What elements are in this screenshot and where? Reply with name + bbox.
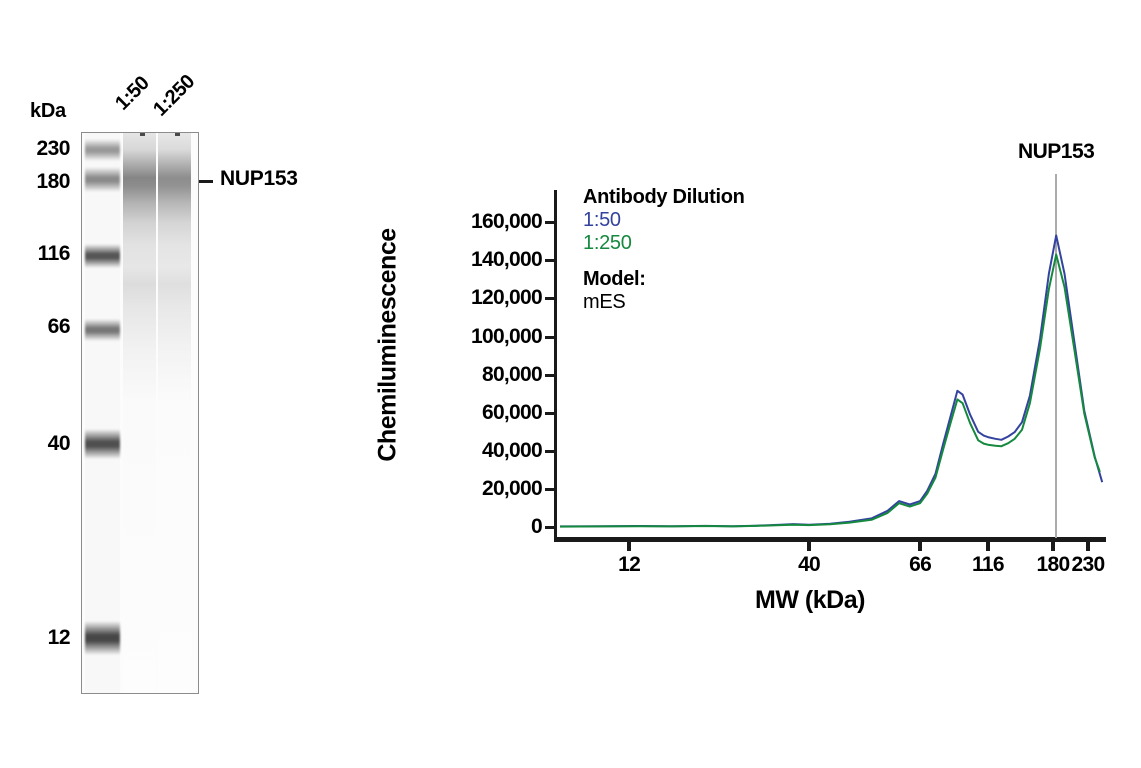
sample-lane-1-250	[158, 133, 191, 693]
x-tick-label: 116	[972, 553, 1004, 576]
legend-entry-1-250: 1:250	[583, 232, 632, 254]
y-tick-mark	[545, 449, 556, 453]
mw-marker-label-66: 66	[47, 315, 71, 338]
ladder-band-230	[85, 139, 120, 161]
x-tick-mark	[627, 542, 632, 551]
ladder-band-66	[85, 319, 120, 341]
y-tick-mark	[545, 411, 556, 415]
lane-top-tick	[175, 133, 180, 136]
mw-ladder-lane	[85, 133, 120, 693]
y-tick-mark	[545, 221, 556, 225]
x-tick-mark	[918, 542, 923, 551]
x-tick-label: 12	[618, 553, 641, 576]
y-axis-title: Chemiluminescence	[373, 228, 402, 462]
x-tick-mark	[1051, 542, 1056, 551]
legend-model-label: Model:	[583, 268, 646, 290]
kda-unit-label: kDa	[30, 100, 66, 122]
lane-label-dilution-1-50: 1:50	[111, 72, 154, 115]
series-1-50	[559, 234, 1104, 528]
y-tick-mark	[545, 259, 556, 263]
legend-entry-1-50: 1:50	[583, 209, 621, 231]
x-tick-label: 40	[798, 553, 821, 576]
chemiluminescence-curves	[559, 234, 1104, 528]
blot-band-label: NUP153	[220, 167, 298, 190]
band-pointer-dash	[199, 180, 213, 183]
ladder-band-40	[85, 429, 120, 459]
y-tick-mark	[545, 487, 556, 491]
x-tick-mark	[807, 542, 812, 551]
y-tick-mark	[545, 373, 556, 377]
x-axis-line	[554, 537, 1106, 542]
mw-marker-label-180: 180	[36, 170, 70, 193]
y-tick-label: 0	[531, 515, 543, 538]
y-axis-line	[554, 190, 557, 542]
y-tick-label: 60,000	[481, 400, 543, 424]
x-axis-title: MW (kDa)	[755, 586, 865, 614]
y-tick-label: 100,000	[470, 324, 543, 348]
series-1-250	[559, 253, 1101, 528]
western-blot-image	[81, 132, 199, 694]
y-tick-mark	[545, 297, 556, 301]
ladder-band-12	[85, 621, 120, 655]
mw-marker-label-40: 40	[47, 432, 71, 455]
y-tick-label: 20,000	[481, 476, 543, 500]
lane-label-dilution-1-250: 1:250	[149, 70, 200, 121]
mw-marker-label-12: 12	[47, 626, 71, 649]
sample-lane-1-50	[123, 133, 156, 693]
legend-model-value: mES	[583, 291, 626, 313]
ladder-band-116	[85, 244, 120, 268]
mw-marker-label-230: 230	[36, 137, 70, 160]
chart-legend: Antibody Dilution 1:50 1:250 Model: mES	[583, 186, 745, 314]
x-tick-label: 180	[1036, 553, 1071, 576]
x-tick-label: 230	[1071, 553, 1106, 576]
x-tick-mark	[1086, 542, 1091, 551]
y-tick-mark	[545, 526, 556, 529]
ladder-band-180	[85, 167, 120, 192]
y-tick-mark	[545, 335, 556, 339]
x-tick-label: 66	[909, 553, 932, 576]
y-tick-label: 80,000	[481, 362, 543, 386]
peak-marker-line	[1055, 174, 1058, 538]
y-tick-label: 120,000	[470, 286, 543, 310]
mw-marker-label-116: 116	[37, 242, 71, 265]
peak-annotation-label: NUP153	[1017, 140, 1095, 163]
y-tick-label: 160,000	[470, 210, 543, 234]
x-tick-mark	[985, 542, 990, 551]
legend-title: Antibody Dilution	[583, 186, 745, 208]
y-tick-label: 140,000	[470, 248, 543, 272]
lane-top-tick	[140, 133, 145, 136]
y-tick-label: 40,000	[481, 438, 543, 462]
